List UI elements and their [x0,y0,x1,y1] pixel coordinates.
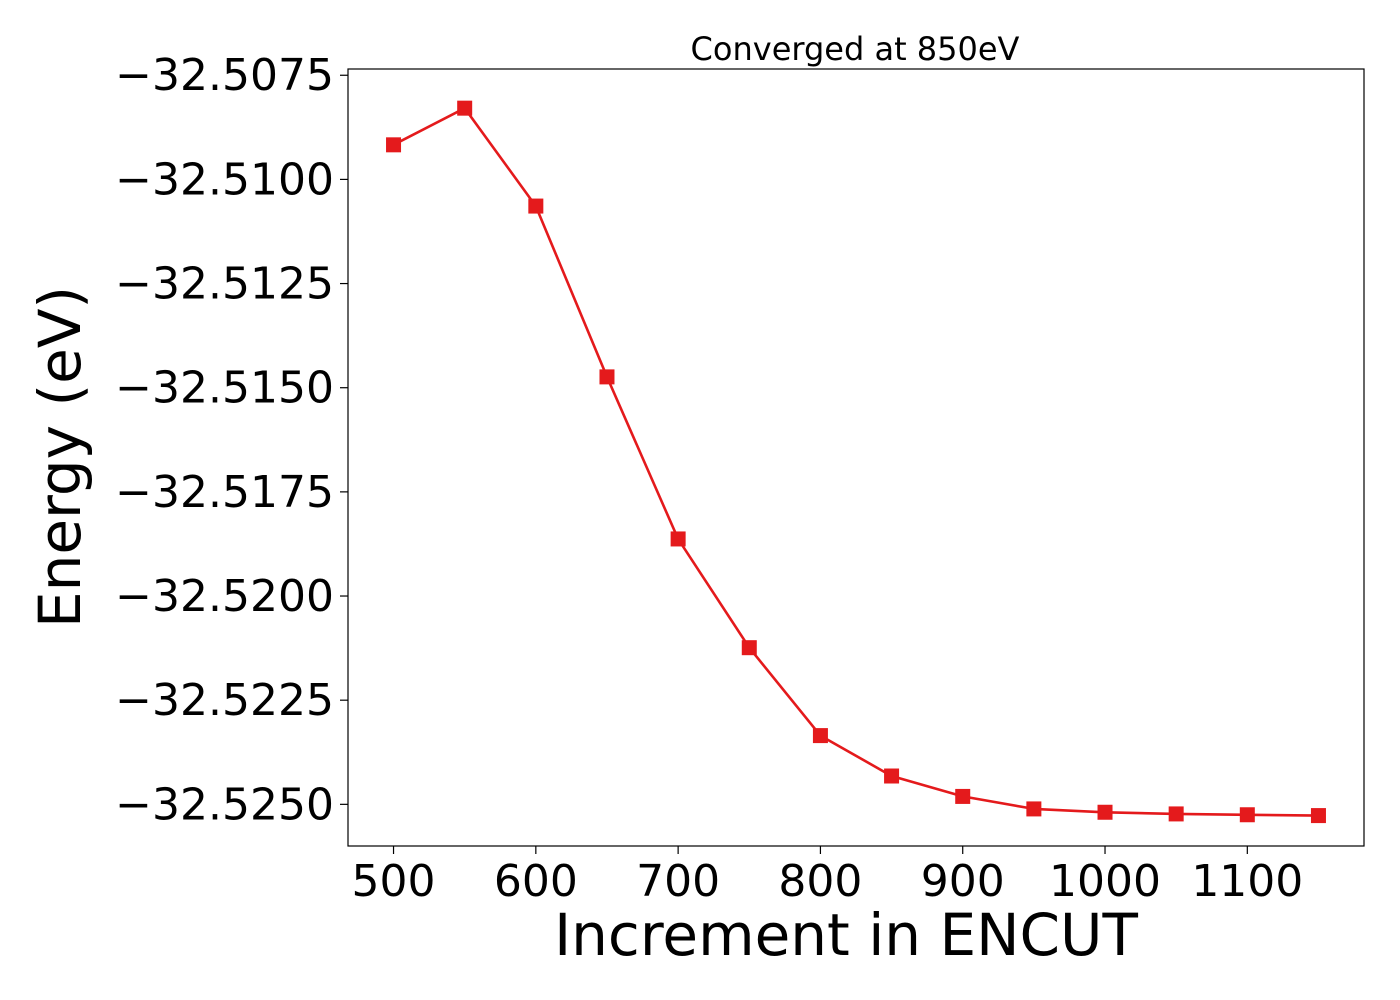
y-tick-label: −32.5200 [115,571,334,622]
data-point-marker [528,198,544,214]
x-tick-label: 1100 [1191,856,1303,907]
series-line [392,106,1319,817]
x-tick-label: 800 [778,856,862,907]
data-point-marker [1168,806,1184,822]
data-point-marker [955,788,971,804]
data-point-marker [884,768,900,784]
data-point-marker [812,728,828,744]
data-point-marker [1097,804,1113,820]
x-tick-label: 500 [352,856,436,907]
data-point-marker [457,100,473,116]
x-tick-label: 600 [494,856,578,907]
x-tick-label: 700 [636,856,720,907]
plot-area [386,100,1326,824]
x-tick-label: 900 [921,856,1005,907]
y-tick-label: −32.5100 [115,154,334,205]
data-point-marker [599,369,615,385]
y-tick-label: −32.5125 [115,259,334,310]
data-point-marker [670,531,686,547]
y-tick-label: −32.5075 [115,50,334,101]
plot-frame [347,68,1365,847]
y-tick-label: −32.5150 [115,363,334,414]
y-tick-label: −32.5250 [115,779,334,830]
data-point-marker [1310,808,1326,824]
axes: 500 600 700 800 900 1000 1100 −32.5075 −32.5100 −… [115,50,1365,907]
y-tick-label: −32.5225 [115,675,334,726]
x-axis-title: Increment in ENCUT [554,901,1138,969]
data-point-marker [1239,807,1255,823]
y-axis-title: Energy (eV) [26,286,94,628]
x-tick-label: 1000 [1049,856,1161,907]
chart-title: Converged at 850eV [691,30,1020,68]
data-point-marker [386,137,402,153]
data-point-marker [741,640,757,656]
y-tick-label: −32.5175 [115,467,334,518]
data-point-marker [1026,801,1042,817]
